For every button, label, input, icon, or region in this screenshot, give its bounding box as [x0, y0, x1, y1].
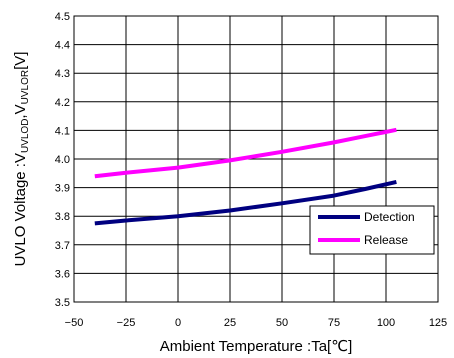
legend-label-detection: Detection: [364, 210, 415, 224]
y-tick-label: 4.4: [55, 40, 70, 52]
x-tick-label: 100: [377, 317, 395, 329]
series-line-release: [94, 127, 397, 179]
y-tick-label: 3.7: [55, 240, 70, 252]
y-tick-label: 3.5: [55, 297, 70, 309]
x-tick-label: 75: [328, 317, 340, 329]
y-axis-label-sub1: UVLOD: [20, 119, 31, 153]
y-axis-label-sub2: UVLOR: [20, 70, 31, 104]
y-axis-label: UVLO Voltage :VUVLOD,VUVLOR[V]: [12, 52, 31, 267]
x-tick-label: −50: [65, 317, 84, 329]
y-tick-labels: 3.5 3.6 3.7 3.8 3.9 4.0 4.1 4.2 4.3 4.4 4.5: [55, 11, 70, 309]
plot-frame: [73, 15, 439, 303]
y-tick-label: 4.3: [55, 68, 70, 80]
y-tick-label: 3.6: [55, 268, 70, 280]
y-axis-label-mid: ,V: [12, 104, 29, 118]
y-tick-label: 3.8: [55, 211, 70, 223]
x-tick-label: −25: [117, 317, 136, 329]
series-line-detection: [94, 179, 397, 226]
legend-box: [309, 205, 435, 255]
grid: [73, 15, 439, 303]
x-axis-label: Ambient Temperature :Ta[℃]: [160, 338, 353, 355]
x-tick-labels: −50 −25 0 25 50 75 100 125: [65, 317, 448, 329]
legend-label-release: Release: [364, 233, 408, 247]
y-tick-label: 4.5: [55, 11, 70, 23]
y-axis-label-prefix: UVLO Voltage :V: [12, 153, 29, 266]
y-tick-label: 3.9: [55, 183, 70, 195]
y-axis-label-suffix: [V]: [12, 52, 29, 70]
series-layer: [94, 127, 397, 226]
y-tick-label: 4.1: [55, 125, 70, 137]
y-tick-label: 4.2: [55, 97, 70, 109]
x-tick-label: 25: [224, 317, 236, 329]
x-tick-label: 0: [175, 317, 181, 329]
y-tick-label: 4.0: [55, 154, 70, 166]
x-tick-label: 50: [276, 317, 288, 329]
legend: Detection Release: [309, 205, 435, 255]
x-tick-label: 125: [429, 317, 447, 329]
